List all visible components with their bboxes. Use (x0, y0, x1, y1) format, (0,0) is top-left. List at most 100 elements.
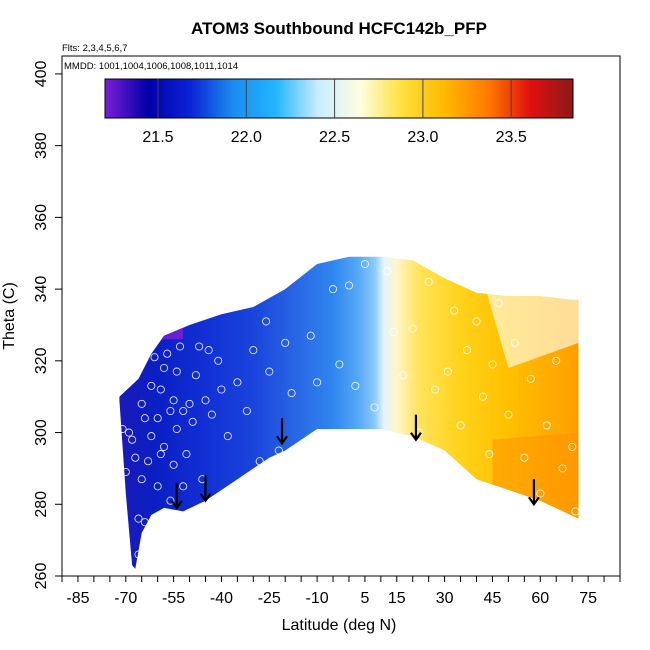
x-tick-label: 30 (436, 590, 454, 607)
x-tick-label: -55 (162, 590, 185, 607)
y-axis: 260 280 300 320 340 360 380 400 (33, 60, 62, 589)
sample-point (124, 428, 134, 437)
sample-point (172, 367, 181, 376)
sample-point (488, 360, 497, 369)
sample-point (191, 371, 200, 380)
down-arrow-marker (170, 482, 183, 510)
sample-point (552, 356, 561, 365)
chart-title: ATOM3 Southbound HCFC142b_PFP (191, 19, 487, 38)
sample-point (140, 414, 149, 423)
sample-point (360, 259, 369, 269)
sample-point (520, 453, 529, 462)
x-tick-label: -40 (210, 590, 233, 607)
sample-point (265, 367, 274, 376)
sample-point (466, 478, 475, 487)
sample-point (440, 464, 449, 473)
flights-annotation: Flts: 2,3,4,5,6,7 (62, 43, 127, 54)
field-region-south-high (144, 324, 184, 340)
sample-point (351, 381, 360, 390)
sample-point (150, 353, 159, 362)
sample-point (207, 410, 216, 419)
x-tick-label: -25 (258, 590, 281, 607)
sample-point (172, 424, 181, 434)
sample-point (128, 435, 137, 444)
down-arrow-marker (276, 418, 288, 446)
sample-point (185, 399, 194, 408)
sample-point (504, 410, 513, 419)
x-tick-label: 5 (360, 590, 369, 607)
down-arrow-marker (528, 479, 540, 507)
x-tick-label: 15 (388, 590, 406, 607)
sample-point (389, 328, 398, 337)
sample-point (204, 346, 213, 355)
sample-point (472, 317, 481, 326)
y-tick-label: 320 (33, 347, 50, 374)
down-arrow-marker (410, 414, 422, 442)
sample-point (166, 496, 175, 505)
colorbar-tick-label: 23.0 (407, 129, 438, 146)
x-tick-label: 75 (579, 590, 597, 607)
y-tick-label: 300 (33, 419, 50, 446)
sample-point (510, 338, 519, 347)
sample-point (121, 467, 130, 477)
y-tick-label: 380 (33, 132, 50, 159)
sample-point (131, 453, 140, 462)
sample-point (137, 399, 146, 408)
sample-point (328, 285, 338, 294)
sample-point (424, 277, 433, 286)
sample-point (163, 349, 172, 358)
sample-point (568, 442, 577, 451)
sample-point (431, 385, 440, 394)
sample-point (134, 550, 143, 559)
sample-point (217, 385, 226, 394)
sample-point (306, 331, 315, 340)
sample-point (134, 514, 143, 523)
sample-point (156, 450, 165, 459)
sample-point (443, 367, 452, 376)
sample-point (450, 306, 459, 315)
sample-point (159, 363, 169, 373)
field-area (119, 256, 579, 569)
sample-point (494, 299, 503, 308)
sample-point (526, 374, 535, 383)
contour-field (119, 256, 579, 569)
sample-point (383, 267, 392, 276)
colorbar-tick-label: 23.5 (496, 129, 527, 146)
sample-point (188, 417, 197, 426)
sample-point (182, 450, 191, 459)
down-arrow-marker (199, 475, 212, 503)
sample-point (462, 346, 471, 355)
sample-point (153, 482, 162, 491)
sample-point (223, 432, 232, 441)
sample-point (169, 396, 178, 405)
sample-point (156, 385, 165, 394)
sample-point (456, 421, 465, 430)
sample-point (571, 507, 580, 516)
sample-point (536, 489, 545, 498)
y-tick-label: 340 (33, 276, 50, 303)
x-tick-label: 60 (531, 590, 549, 607)
sample-point (179, 482, 188, 491)
sample-point (313, 378, 322, 387)
y-tick-label: 280 (33, 491, 50, 518)
sample-point (159, 442, 169, 451)
sample-point (214, 356, 223, 365)
plot-area (118, 256, 580, 569)
sample-point (335, 360, 344, 369)
colorbar-tick-label: 22.0 (231, 129, 262, 146)
sample-point (344, 281, 354, 290)
sample-point (542, 421, 551, 430)
sample-point (166, 406, 175, 416)
sample-point (262, 317, 271, 326)
sample-point (144, 457, 153, 466)
sample-point (281, 338, 290, 347)
sample-point (118, 424, 127, 434)
sample-point (242, 406, 251, 416)
y-tick-label: 260 (33, 563, 50, 590)
sample-point (255, 457, 264, 466)
sample-point (274, 446, 283, 455)
sample-point (175, 342, 185, 351)
sample-point (147, 432, 156, 441)
sample-point (169, 460, 178, 469)
